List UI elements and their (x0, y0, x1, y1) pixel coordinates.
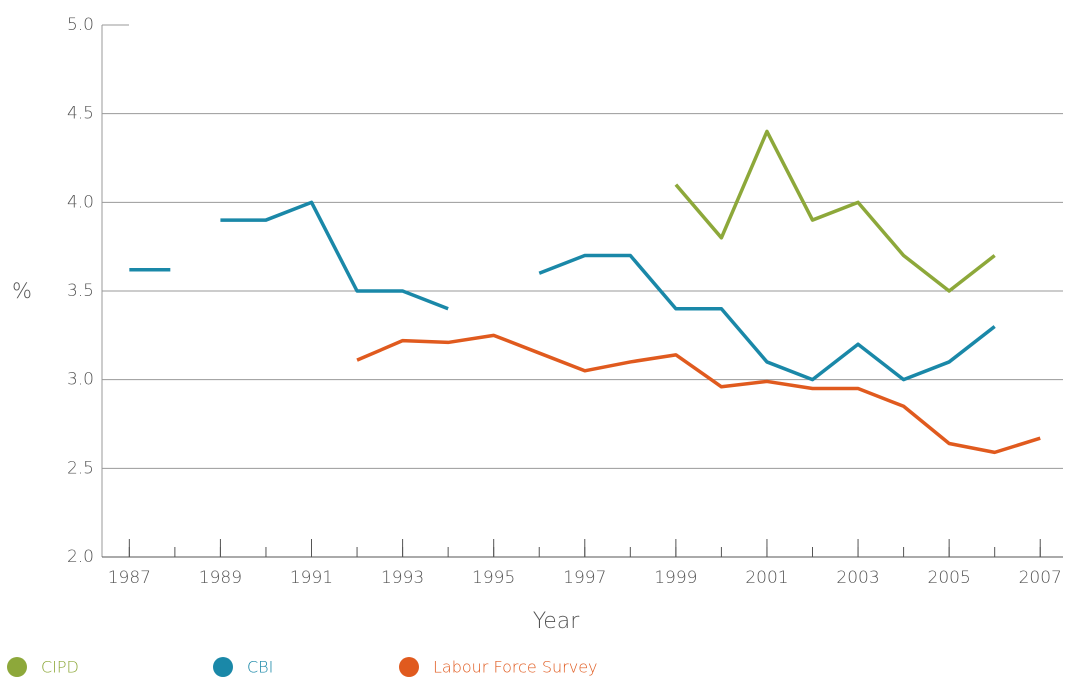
x-tick-label: 1999 (654, 568, 697, 588)
legend-marker (213, 657, 233, 677)
legend-label: Labour Force Survey (433, 658, 598, 677)
x-tick-label: 1989 (199, 568, 242, 588)
y-tick-label: 2.0 (67, 547, 94, 567)
x-tick-label: 1987 (108, 568, 151, 588)
y-tick-label: 4.0 (67, 192, 94, 212)
series-line (129, 200, 996, 382)
x-tick-label: 2003 (836, 568, 879, 588)
x-tick-label: 1993 (381, 568, 424, 588)
x-tick-label: 1995 (472, 568, 515, 588)
legend-label: CIPD (41, 658, 79, 677)
legend-marker (399, 657, 419, 677)
y-tick-label: 3.5 (67, 281, 94, 301)
series-line (356, 333, 1041, 455)
x-tick-label: 1997 (563, 568, 606, 588)
x-tick-label: 1991 (290, 568, 333, 588)
legend-label: CBI (247, 658, 273, 677)
y-axis-label: % (12, 279, 32, 303)
y-tick-label: 4.5 (67, 104, 94, 124)
y-tick-label: 3.0 (67, 370, 94, 390)
y-tick-label: 2.5 (67, 458, 94, 478)
x-tick-label: 2005 (928, 568, 971, 588)
x-tick-label: 2001 (745, 568, 788, 588)
legend-marker (7, 657, 27, 677)
y-tick-label: 5.0 (67, 15, 94, 35)
series-line (674, 129, 996, 293)
x-axis-label: Year (533, 609, 581, 634)
x-tick-label: 2007 (1019, 568, 1062, 588)
